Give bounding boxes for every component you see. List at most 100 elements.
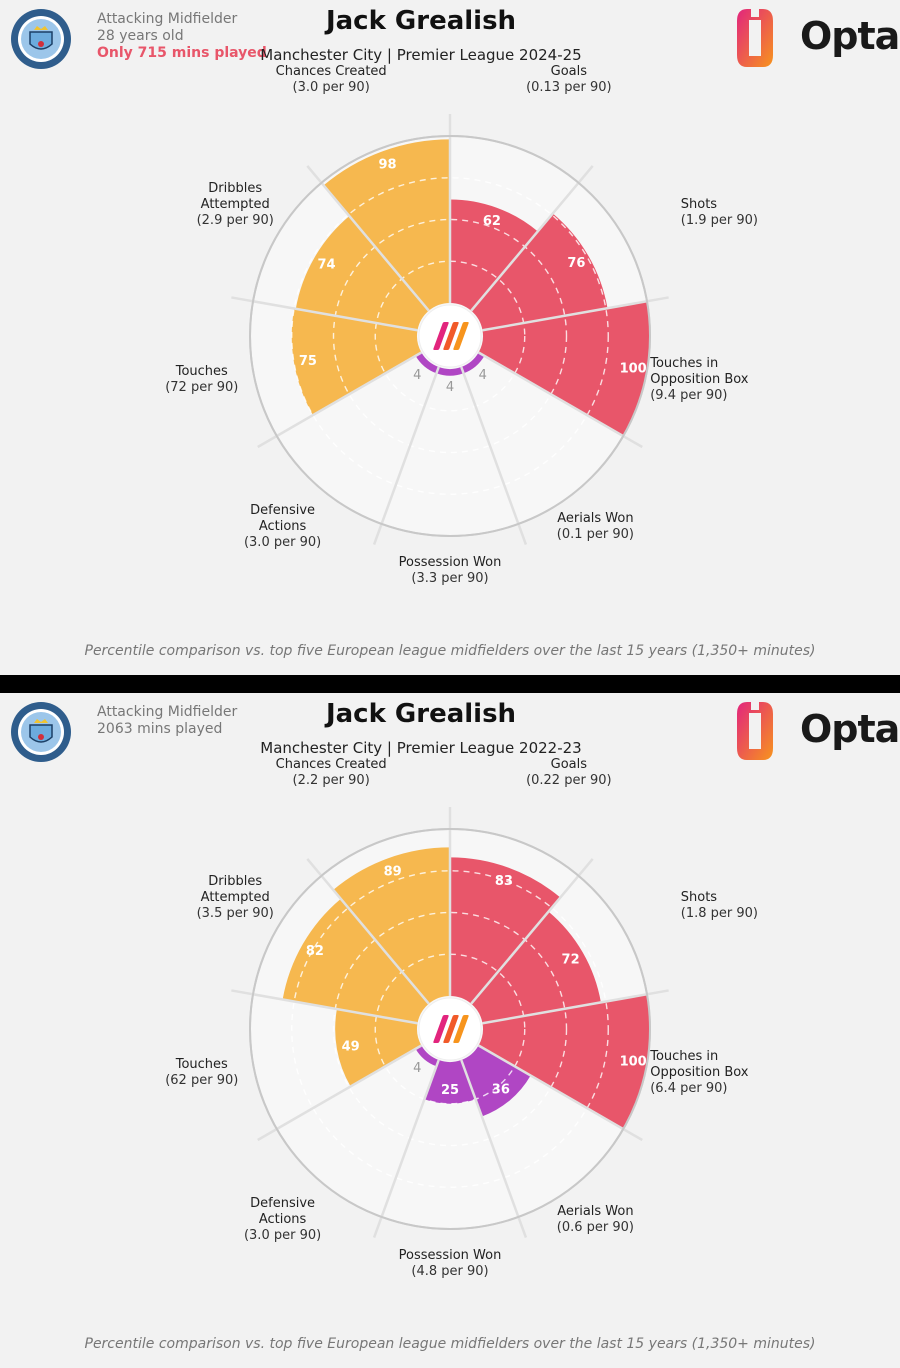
opta-logo-icon [737,7,773,67]
team-season-subtitle: Manchester City | Premier League 2024-25 [260,46,582,64]
spoke-line [477,351,643,449]
logo-stripe [443,322,459,350]
gridline-ring-2 [332,218,568,454]
category-per90: (3.3 per 90) [411,571,488,586]
radar-panel-2024-25: Attacking Midfielder 28 years old Only 7… [0,0,900,675]
value-label: 4 [413,368,421,383]
category-label: Touches in [649,1049,718,1064]
category-label: Attempted [201,197,270,212]
value-label: 4 [479,368,487,383]
value-label: 83 [495,874,513,889]
player-position: Attacking Midfielder [97,704,238,720]
category-label: Goals [551,757,588,772]
bar-shots [471,213,608,331]
player-name-title: Jack Grealish [325,6,517,36]
spoke-line [482,296,669,332]
manchester-city-crest-icon [11,9,71,69]
category-per90: (3.0 per 90) [244,1228,321,1243]
spoke-line [306,858,430,1005]
logo-stripe [433,1015,449,1043]
category-per90: (4.8 per 90) [411,1264,488,1279]
spoke-line [306,165,430,312]
spoke-line [257,351,423,449]
value-label: 49 [342,1040,360,1055]
category-label: Dribbles [208,181,262,196]
value-label: 72 [562,952,580,967]
gridline-ring-3 [291,177,609,495]
spoke-line [257,1044,423,1142]
value-label: 75 [299,354,317,369]
category-per90: (2.2 per 90) [293,773,370,788]
category-label: Aerials Won [557,511,633,526]
spoke-line [460,366,528,546]
value-label: 100 [620,1054,647,1069]
category-label: Actions [259,1212,307,1227]
opta-logo-icon [737,700,773,760]
category-label: Opposition Box [650,372,749,387]
footnote: Percentile comparison vs. top five Europ… [84,1336,816,1352]
category-per90: (9.4 per 90) [650,388,727,403]
spoke-line [372,1059,440,1239]
value-label: 4 [413,1061,421,1076]
category-per90: (1.8 per 90) [681,906,758,921]
bar-dribbles-attempted [295,216,429,331]
flashscore-logo-icon [433,1015,469,1043]
category-label: Opposition Box [650,1065,749,1080]
radar-outer-ring [249,135,651,537]
gridline-ring-2 [332,911,568,1147]
manchester-city-crest-icon [11,702,71,762]
spoke-line [470,165,594,312]
minutes-warning: Only 715 mins played [97,45,267,61]
gridline-ring-1 [374,953,526,1105]
category-per90: (72 per 90) [165,380,238,395]
category-label: Possession Won [399,1248,502,1263]
category-label: Goals [551,64,588,79]
value-label: 89 [384,864,402,879]
bar-touches [335,1009,422,1087]
player-minutes: 2063 mins played [97,721,223,737]
player-position: Attacking Midfielder [97,11,238,27]
percentile-radar-chart: 62 Goals(0.13 per 90) 76 Shots(1.9 per 90) 1… [165,64,758,586]
category-label: Dribbles [208,874,262,889]
opta-brand-text: Opta [800,14,900,58]
bar-defensive-actions [415,352,439,374]
player-name-title: Jack Grealish [325,699,517,729]
bar-dribbles-attempted [282,898,429,1024]
logo-stripe [453,322,469,350]
logo-stripe [433,322,449,350]
spoke-line [470,858,594,1005]
logo-stripe [453,1015,469,1043]
category-per90: (0.1 per 90) [557,527,634,542]
category-label: Chances Created [276,757,387,772]
bar-chances-created [333,847,450,1004]
team-season-subtitle: Manchester City | Premier League 2022-23 [260,739,582,757]
category-label: Defensive [250,503,315,518]
value-label: 62 [483,214,501,229]
category-per90: (1.9 per 90) [681,213,758,228]
category-label: Shots [681,890,718,905]
category-label: Aerials Won [557,1204,633,1219]
category-label: Actions [259,519,307,534]
value-label: 4 [446,380,454,395]
bar-shots [471,911,601,1024]
value-label: 82 [306,944,324,959]
value-label: 76 [567,256,585,271]
category-per90: (2.9 per 90) [197,213,274,228]
bar-touches [291,308,422,416]
bar-touches-in-opposition-box [478,994,650,1129]
category-label: Chances Created [276,64,387,79]
category-per90: (3.0 per 90) [293,80,370,95]
value-label: 25 [441,1083,459,1098]
value-label: 100 [620,361,647,376]
category-label: Touches [175,364,228,379]
value-label: 36 [492,1083,510,1098]
category-per90: (3.5 per 90) [197,906,274,921]
gridline-ring-1 [374,260,526,412]
bar-aerials-won [461,352,485,374]
radar-panel-2022-23: Attacking Midfielder 2063 mins played Ja… [0,693,900,1368]
spoke-line [477,1044,643,1142]
category-per90: (0.6 per 90) [557,1220,634,1235]
spoke-line [482,989,669,1025]
spoke-line [231,296,418,332]
value-label: 74 [317,258,335,273]
